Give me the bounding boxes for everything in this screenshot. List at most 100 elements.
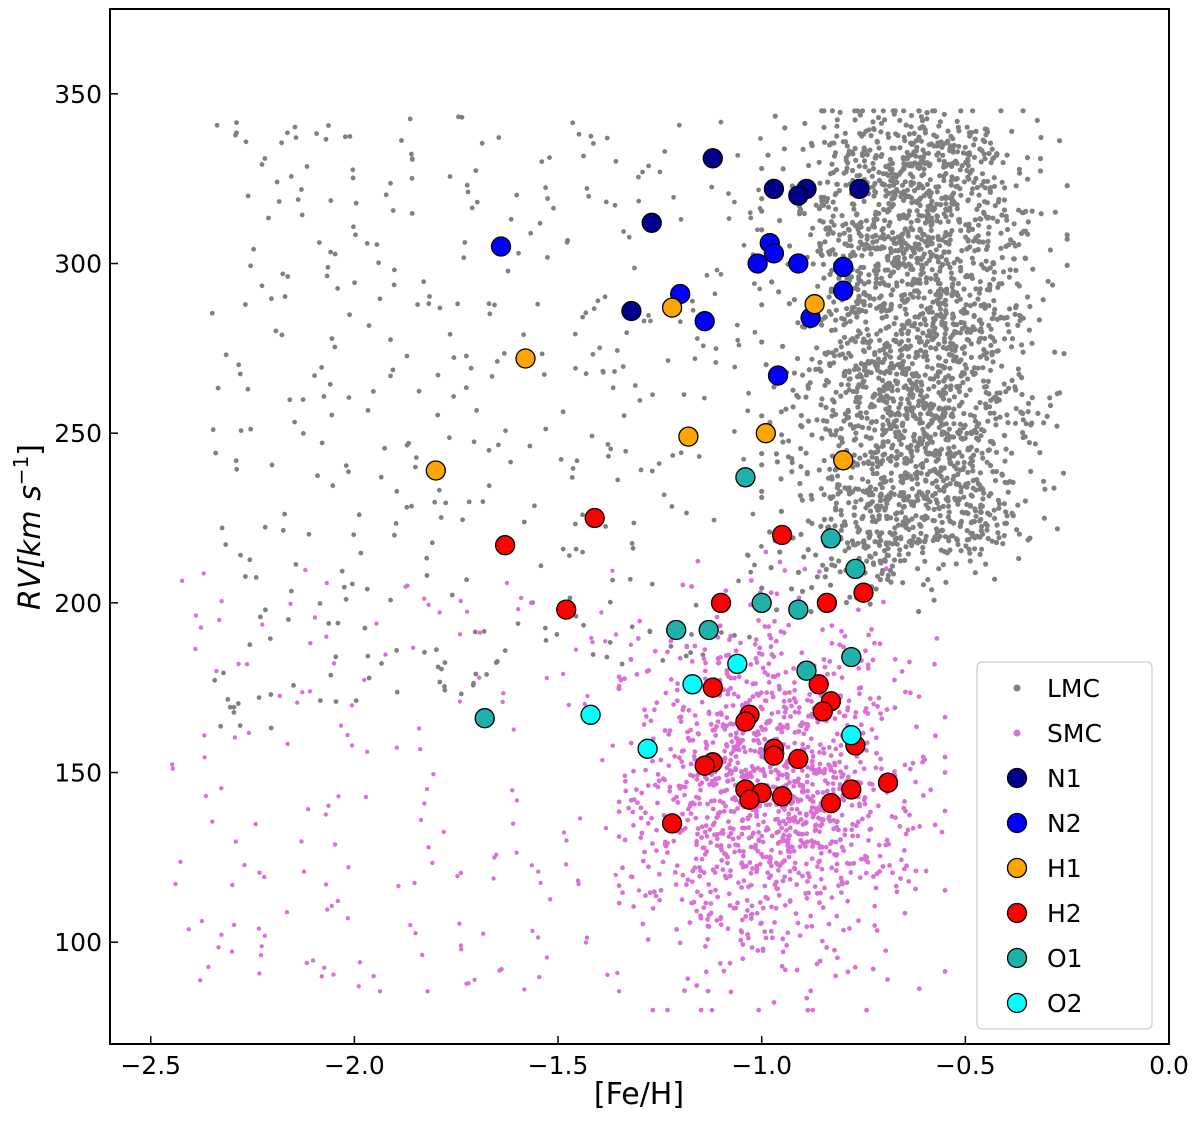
smc-point xyxy=(939,829,945,835)
lmc-point xyxy=(961,344,968,350)
smc-point xyxy=(841,927,846,933)
lmc-point xyxy=(461,255,467,261)
smc-point xyxy=(672,870,678,875)
lmc-point xyxy=(973,513,979,519)
lmc-point xyxy=(620,364,626,369)
lmc-point xyxy=(936,157,942,163)
smc-point xyxy=(605,972,610,978)
smc-point xyxy=(883,948,889,954)
lmc-point xyxy=(234,130,239,136)
lmc-point xyxy=(989,146,995,152)
lmc-point xyxy=(901,325,907,331)
smc-point xyxy=(795,831,801,837)
h1-marker xyxy=(804,294,825,315)
lmc-point xyxy=(1027,303,1033,310)
y-tick-label: 150 xyxy=(54,759,102,788)
smc-point xyxy=(260,622,265,627)
lmc-point xyxy=(982,401,989,407)
smc-point xyxy=(759,754,764,759)
lmc-point xyxy=(970,108,976,114)
smc-point xyxy=(875,803,881,809)
lmc-point xyxy=(899,182,906,188)
smc-point xyxy=(616,686,621,691)
lmc-point xyxy=(636,198,642,204)
lmc-point xyxy=(969,167,975,173)
lmc-point xyxy=(780,166,786,172)
lmc-point xyxy=(923,349,929,355)
o1-marker xyxy=(788,599,809,620)
smc-point xyxy=(516,607,521,612)
smc-point xyxy=(845,969,851,975)
lmc-point xyxy=(1009,450,1015,456)
lmc-point xyxy=(856,230,862,237)
lmc-point xyxy=(832,251,838,257)
lmc-point xyxy=(934,201,940,207)
lmc-point xyxy=(247,642,253,648)
lmc-point xyxy=(580,549,585,555)
smc-point xyxy=(834,861,840,867)
smc-point xyxy=(753,656,759,661)
lmc-point xyxy=(941,211,947,217)
smc-point xyxy=(457,632,463,637)
smc-point xyxy=(300,690,305,695)
lmc-point xyxy=(978,433,984,439)
lmc-point xyxy=(773,451,780,457)
lmc-point xyxy=(501,351,507,356)
smc-point xyxy=(755,778,760,783)
smc-point xyxy=(692,643,698,649)
lmc-point xyxy=(908,195,915,201)
smc-point xyxy=(660,776,666,782)
smc-point xyxy=(750,694,756,699)
lmc-point xyxy=(920,464,926,470)
lmc-point xyxy=(521,519,527,525)
lmc-point xyxy=(978,326,984,332)
lmc-point xyxy=(1005,489,1011,495)
lmc-point xyxy=(590,351,596,357)
smc-point xyxy=(603,825,609,831)
lmc-point xyxy=(424,573,430,578)
smc-point xyxy=(932,661,937,667)
lmc-point xyxy=(836,188,843,194)
smc-point xyxy=(827,659,833,664)
lmc-point xyxy=(954,118,960,124)
lmc-point xyxy=(806,162,812,169)
lmc-point xyxy=(496,442,501,448)
n1-marker xyxy=(849,178,870,200)
lmc-point xyxy=(830,407,836,413)
lmc-point xyxy=(818,368,824,374)
lmc-point xyxy=(1029,208,1035,214)
lmc-point xyxy=(1020,108,1026,114)
smc-point xyxy=(818,844,823,849)
lmc-point xyxy=(832,192,838,198)
smc-point xyxy=(873,765,879,771)
smc-point xyxy=(792,740,798,746)
smc-point xyxy=(650,758,655,764)
lmc-point xyxy=(892,248,898,254)
lmc-point xyxy=(866,272,872,278)
lmc-point xyxy=(968,520,974,526)
lmc-point xyxy=(388,597,393,603)
smc-point xyxy=(738,640,743,646)
lmc-point xyxy=(829,267,835,273)
smc-point xyxy=(410,645,416,650)
lmc-point xyxy=(842,411,848,417)
smc-point xyxy=(631,768,636,774)
lmc-point xyxy=(678,450,684,456)
lmc-point xyxy=(933,253,940,260)
smc-point xyxy=(827,849,833,854)
lmc-point xyxy=(694,336,700,341)
lmc-point xyxy=(600,368,606,374)
lmc-point xyxy=(933,373,940,379)
smc-point xyxy=(914,724,919,730)
smc-point xyxy=(219,786,224,791)
lmc-point xyxy=(1007,267,1013,273)
lmc-point xyxy=(986,150,992,157)
lmc-point xyxy=(951,463,957,469)
smc-point xyxy=(786,854,792,860)
smc-point xyxy=(725,652,731,658)
lmc-point xyxy=(820,418,827,424)
lmc-point xyxy=(947,264,953,271)
smc-point xyxy=(677,755,682,761)
lmc-point xyxy=(866,279,872,285)
h1-marker xyxy=(661,297,683,318)
